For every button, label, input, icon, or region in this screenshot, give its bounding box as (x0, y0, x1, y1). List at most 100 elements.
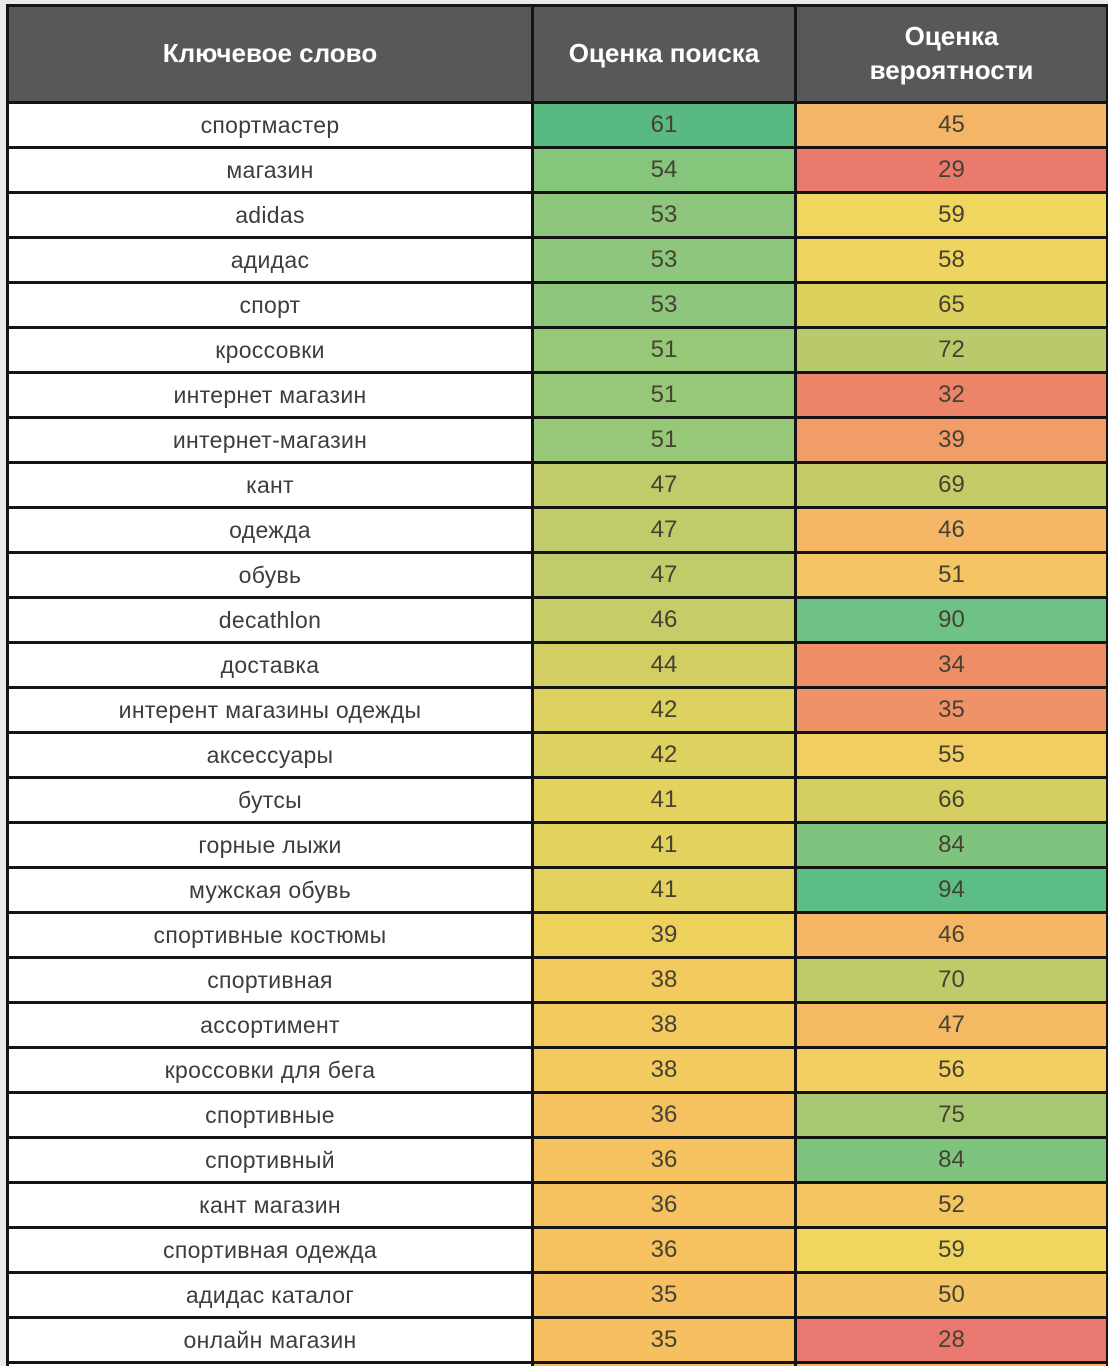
table-row: кроссовки для бега 38 56 (6, 1046, 1108, 1094)
search-score-cell: 51 (531, 326, 797, 374)
keyword-cell: доставка (6, 641, 534, 689)
probability-score-cell: 84 (794, 1136, 1108, 1184)
keyword-cell: кроссовки (6, 326, 534, 374)
table-row: спортивный 36 84 (6, 1136, 1108, 1184)
column-header-keyword: Ключевое слово (6, 4, 534, 104)
search-score-cell: 53 (531, 236, 797, 284)
header-row: Ключевое слово Оценка поиска Оценка веро… (6, 4, 1108, 104)
keyword-cell: бутсы (6, 776, 534, 824)
column-header-probability-score: Оценка вероятности (794, 4, 1108, 104)
keyword-cell: одежда (6, 506, 534, 554)
keyword-cell: спортивная (6, 956, 534, 1004)
probability-score-cell: 45 (794, 101, 1108, 149)
table-row: адидас каталог 35 50 (6, 1271, 1108, 1319)
probability-score-cell: 52 (794, 1181, 1108, 1229)
keyword-cell: спортивные костюмы (6, 911, 534, 959)
table-row: кант 47 69 (6, 461, 1108, 509)
keyword-cell: интерент магазины одежды (6, 686, 534, 734)
table-row: спортивная 38 70 (6, 956, 1108, 1004)
table-row: adidas 53 59 (6, 191, 1108, 239)
table-row: ассортимент 38 47 (6, 1001, 1108, 1049)
keyword-cell: онлайн магазин (6, 1316, 534, 1364)
probability-score-cell: 46 (794, 911, 1108, 959)
keyword-cell: кант (6, 461, 534, 509)
keyword-score-table: Ключевое слово Оценка поиска Оценка веро… (6, 4, 1108, 1366)
keyword-cell: decathlon (6, 596, 534, 644)
probability-score-cell: 44 (794, 1361, 1108, 1366)
table-row: одежда 47 46 (6, 506, 1108, 554)
search-score-cell: 36 (531, 1136, 797, 1184)
probability-score-cell: 75 (794, 1091, 1108, 1139)
keyword-cell: адидас каталог (6, 1271, 534, 1319)
search-score-cell: 51 (531, 371, 797, 419)
table-row: мужская обувь 41 94 (6, 866, 1108, 914)
table-row: доставка 44 34 (6, 641, 1108, 689)
table-row: decathlon 46 90 (6, 596, 1108, 644)
search-score-cell: 61 (531, 101, 797, 149)
probability-score-cell: 90 (794, 596, 1108, 644)
search-score-cell: 35 (531, 1316, 797, 1364)
probability-score-cell: 35 (794, 686, 1108, 734)
table-row: интерент магазины одежды 42 35 (6, 686, 1108, 734)
search-score-cell: 41 (531, 821, 797, 869)
table-row: адидас 53 58 (6, 236, 1108, 284)
probability-score-cell: 50 (794, 1271, 1108, 1319)
probability-score-cell: 51 (794, 551, 1108, 599)
table-row: бутсы 41 66 (6, 776, 1108, 824)
search-score-cell: 47 (531, 551, 797, 599)
probability-score-cell: 32 (794, 371, 1108, 419)
table-row: кант магазин 36 52 (6, 1181, 1108, 1229)
search-score-cell: 36 (531, 1226, 797, 1274)
keyword-cell: аксессуары (6, 731, 534, 779)
table-row: спорт 53 65 (6, 281, 1108, 329)
search-score-cell: 39 (531, 911, 797, 959)
search-score-cell: 36 (531, 1181, 797, 1229)
keyword-cell: спортивные (6, 1091, 534, 1139)
table-row: интернет-магазин 51 39 (6, 416, 1108, 464)
search-score-cell: 47 (531, 461, 797, 509)
keyword-cell: интернет магазин (6, 371, 534, 419)
table-row: спортивная одежда 36 59 (6, 1226, 1108, 1274)
search-score-cell: 46 (531, 596, 797, 644)
probability-score-cell: 70 (794, 956, 1108, 1004)
table-row: аксессуары 42 55 (6, 731, 1108, 779)
search-score-cell: 34 (531, 1361, 797, 1366)
keyword-cell: кант магазин (6, 1181, 534, 1229)
probability-score-cell: 59 (794, 1226, 1108, 1274)
table-row: спортивные костюмы 39 46 (6, 911, 1108, 959)
probability-score-cell: 47 (794, 1001, 1108, 1049)
table-row: интернет магазин 51 32 (6, 371, 1108, 419)
search-score-cell: 41 (531, 866, 797, 914)
table-row: кроссовки 51 72 (6, 326, 1108, 374)
keyword-cell: adidas (6, 191, 534, 239)
keyword-cell: спортивный (6, 1136, 534, 1184)
table-row: спорт товары3444 (6, 1361, 1108, 1366)
probability-score-cell: 34 (794, 641, 1108, 689)
search-score-cell: 53 (531, 191, 797, 239)
keyword-cell: спорт товары (6, 1361, 534, 1366)
probability-score-cell: 28 (794, 1316, 1108, 1364)
probability-score-cell: 39 (794, 416, 1108, 464)
keyword-cell: спортивная одежда (6, 1226, 534, 1274)
probability-score-cell: 46 (794, 506, 1108, 554)
table-row: магазин 54 29 (6, 146, 1108, 194)
search-score-cell: 51 (531, 416, 797, 464)
probability-score-cell: 59 (794, 191, 1108, 239)
probability-score-cell: 69 (794, 461, 1108, 509)
search-score-cell: 38 (531, 1001, 797, 1049)
table-row: обувь 47 51 (6, 551, 1108, 599)
probability-score-cell: 72 (794, 326, 1108, 374)
search-score-cell: 35 (531, 1271, 797, 1319)
keyword-cell: кроссовки для бега (6, 1046, 534, 1094)
probability-score-cell: 65 (794, 281, 1108, 329)
keyword-cell: ассортимент (6, 1001, 534, 1049)
keyword-cell: горные лыжи (6, 821, 534, 869)
keyword-cell: магазин (6, 146, 534, 194)
keyword-cell: обувь (6, 551, 534, 599)
keyword-cell: интернет-магазин (6, 416, 534, 464)
search-score-cell: 38 (531, 1046, 797, 1094)
probability-score-cell: 58 (794, 236, 1108, 284)
table-row: онлайн магазин 35 28 (6, 1316, 1108, 1364)
keyword-cell: спортмастер (6, 101, 534, 149)
